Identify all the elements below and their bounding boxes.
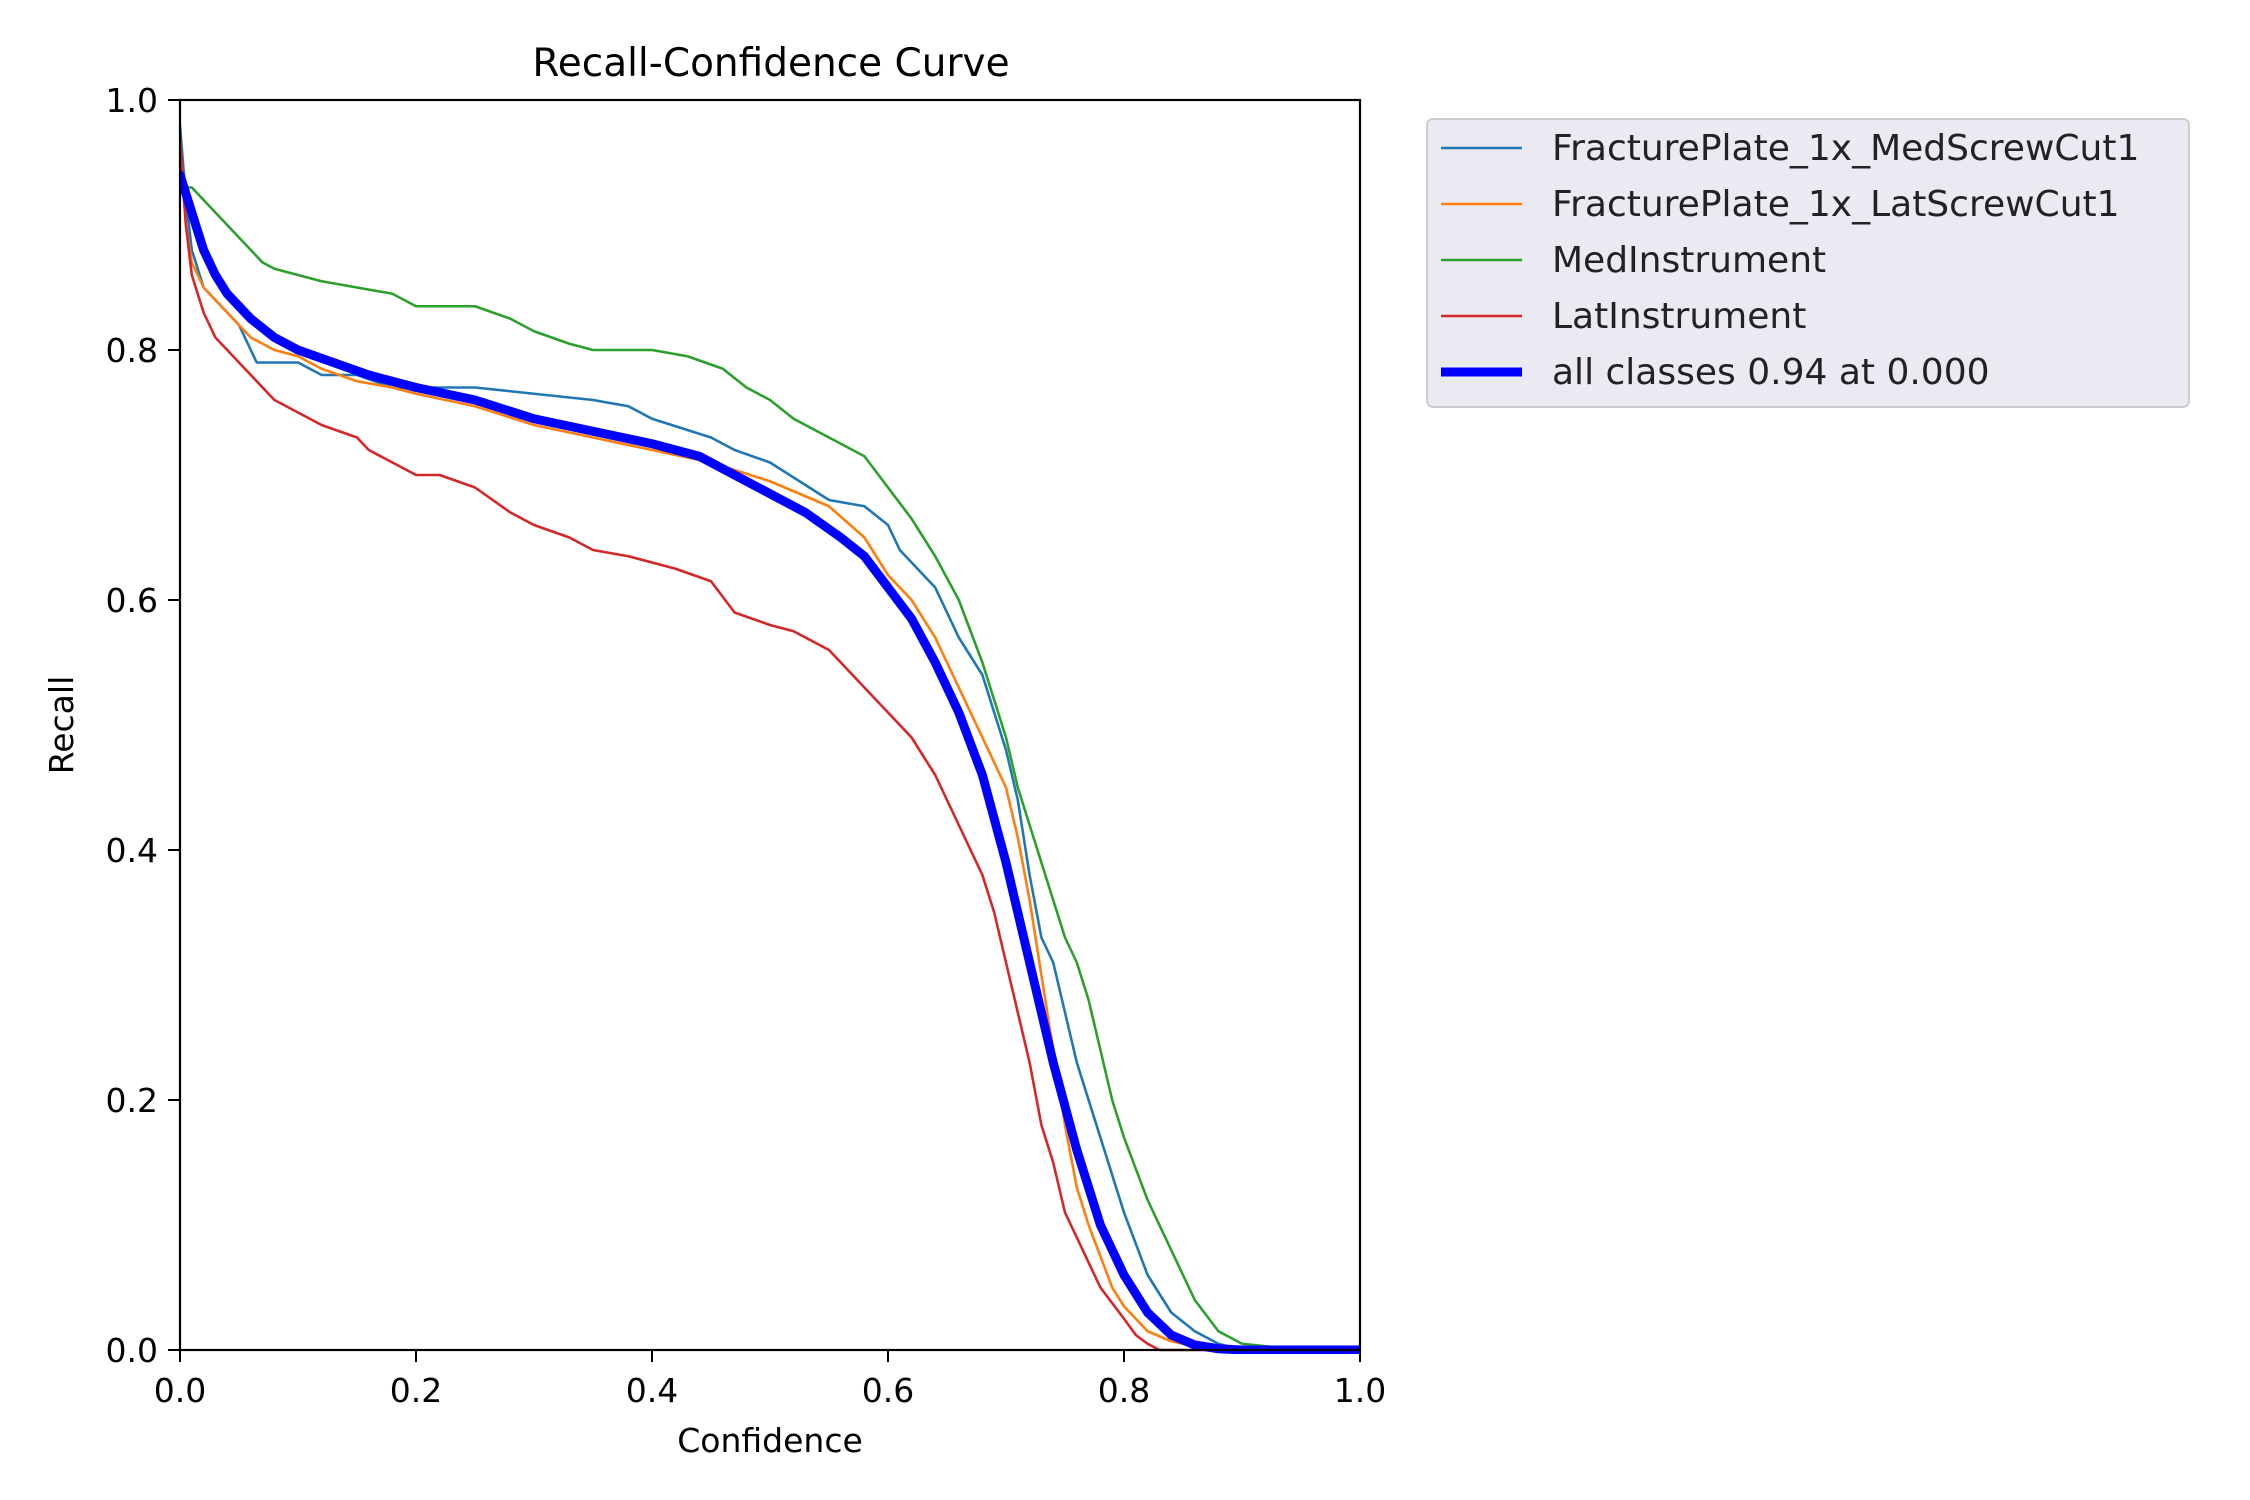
legend-entries: FracturePlate_1x_MedScrewCut1 FracturePla… <box>1441 128 2139 393</box>
y-tick-label: 1.0 <box>106 81 158 120</box>
x-axis-label: Confidence <box>677 1421 863 1460</box>
plot-frame <box>178 98 1362 1352</box>
series-line-0 <box>180 123 1360 1352</box>
x-tick-label: 0.0 <box>154 1371 206 1410</box>
chart-title: Recall-Confidence Curve <box>532 41 1009 86</box>
series-layer <box>180 123 1360 1354</box>
x-tick-label: 0.2 <box>390 1371 442 1410</box>
legend-label-4: all classes 0.94 at 0.000 <box>1552 352 1990 393</box>
y-tick-label: 0.8 <box>106 331 158 370</box>
legend-label-3: LatInstrument <box>1552 296 1806 337</box>
series-line-1 <box>180 148 1360 1352</box>
y-tick-label: 0.0 <box>106 1331 158 1370</box>
legend: FracturePlate_1x_MedScrewCut1 FracturePla… <box>1426 118 2190 408</box>
x-tick-label: 0.8 <box>1098 1371 1150 1410</box>
x-tick-label: 0.6 <box>862 1371 914 1410</box>
legend-label-1: FracturePlate_1x_LatScrewCut1 <box>1552 184 2120 225</box>
series-line-2 <box>180 173 1360 1352</box>
axis-layer: 0.0 0.2 0.4 0.6 0.8 1.0 0.0 0.2 0.4 0.6 0.8 1.0 <box>106 81 1387 1410</box>
series-line-4 <box>180 170 1360 1354</box>
x-tick-label: 0.4 <box>626 1371 678 1410</box>
series-line-3 <box>180 136 1360 1352</box>
legend-label-2: MedInstrument <box>1552 240 1826 281</box>
legend-frame <box>1426 118 2190 408</box>
y-tick-label: 0.4 <box>106 831 158 870</box>
y-tick-label: 0.2 <box>106 1081 158 1120</box>
x-tick-label: 1.0 <box>1334 1371 1386 1410</box>
y-axis-label: Recall <box>42 676 81 774</box>
y-tick-label: 0.6 <box>106 581 158 620</box>
legend-label-0: FracturePlate_1x_MedScrewCut1 <box>1552 128 2139 169</box>
